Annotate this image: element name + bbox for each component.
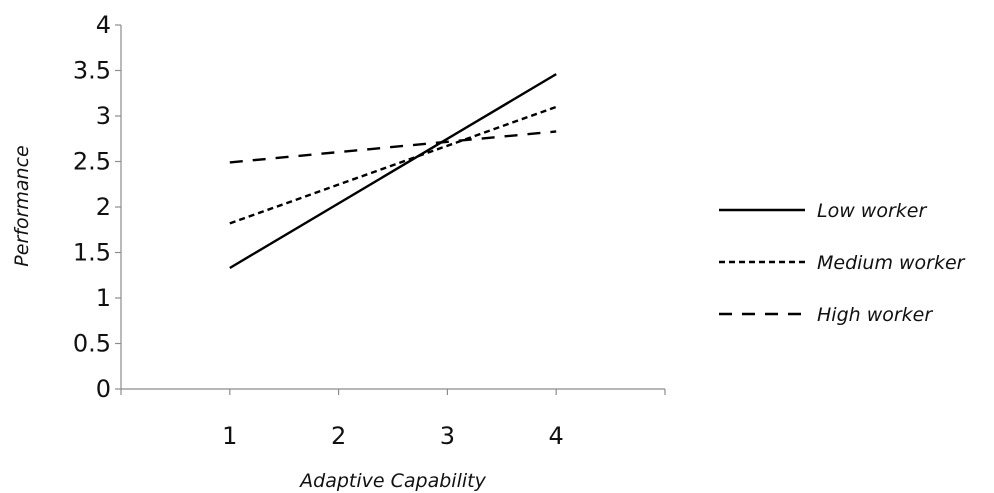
legend-item: High worker	[719, 304, 933, 326]
x-tick-label: 2	[331, 422, 346, 450]
y-tick-label: 3.5	[73, 57, 111, 85]
legend-label: High worker	[817, 304, 933, 326]
x-tick-label: 3	[440, 422, 455, 450]
y-tick-label: 1.5	[73, 239, 111, 267]
y-tick-label: 0	[96, 375, 111, 403]
legend-label: Medium worker	[817, 252, 966, 274]
y-tick-label: 1	[96, 284, 111, 312]
series-lines	[229, 73, 557, 270]
x-axis-title: Adaptive Capability	[298, 470, 486, 492]
ticks: 0 0.5 1 1.5 2 2.5 3 3.5 4 1 2 3 4	[73, 11, 666, 450]
y-tick-label: 3	[96, 102, 111, 130]
y-tick-label: 2	[96, 193, 111, 221]
y-tick-label: 0.5	[73, 330, 111, 358]
y-tick-label: 4	[96, 11, 111, 39]
y-tick-label: 2.5	[73, 148, 111, 176]
series-line-medium-worker	[229, 105, 557, 225]
legend-label: Low worker	[817, 200, 927, 222]
legend-item: Medium worker	[719, 252, 966, 274]
x-tick-label: 4	[549, 422, 564, 450]
series-line-high-worker	[229, 130, 557, 164]
y-axis-title: Performance	[11, 145, 33, 266]
legend-item: Low worker	[719, 200, 927, 222]
axes	[120, 25, 665, 390]
series-line-low-worker	[229, 73, 557, 270]
x-tick-label: 1	[222, 422, 237, 450]
legend: Low worker Medium worker High worker	[719, 200, 966, 326]
